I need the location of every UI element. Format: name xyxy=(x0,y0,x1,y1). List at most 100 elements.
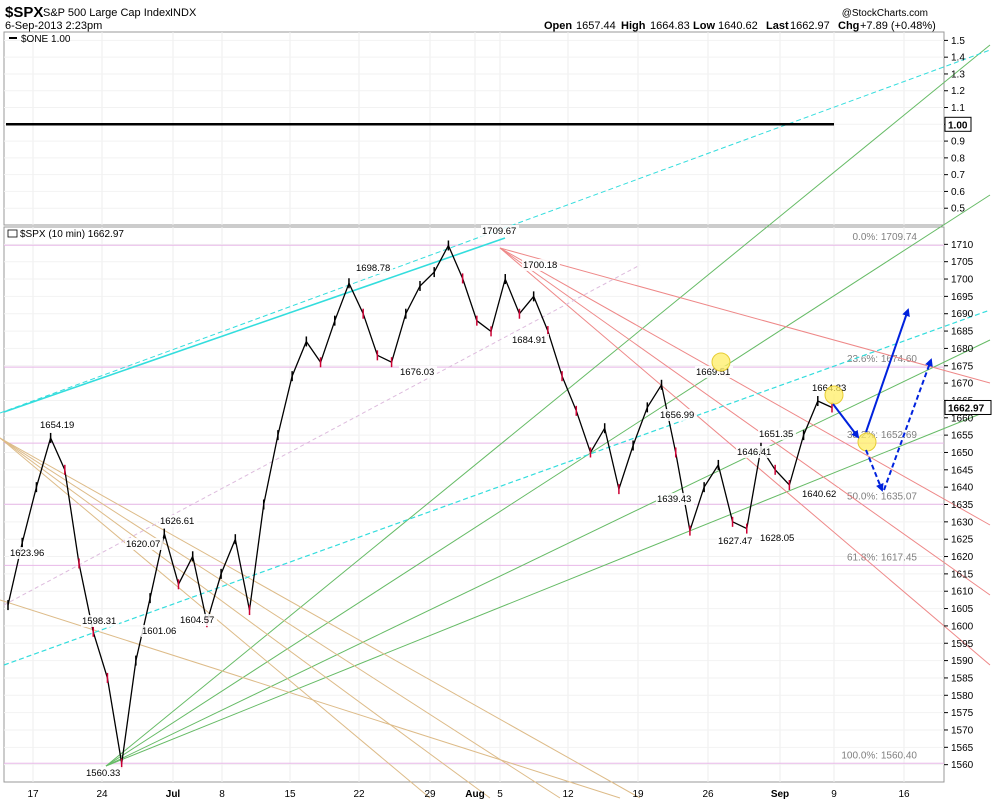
annotation-bg xyxy=(81,615,119,627)
fib-label: 38.2%: 1652.69 xyxy=(847,430,917,441)
annotation-bg xyxy=(141,625,179,637)
main-y-tick-label: 1615 xyxy=(951,569,974,580)
x-tick-label: 9 xyxy=(831,789,837,800)
price-annotation: 1684.91 xyxy=(512,335,546,346)
fib-label: 100.0%: 1560.40 xyxy=(841,750,917,761)
main-y-tick-label: 1640 xyxy=(951,483,974,494)
x-tick-label: 29 xyxy=(424,789,436,800)
pink-dashed-line xyxy=(3,264,641,606)
last-value: 1662.97 xyxy=(790,20,830,32)
main-y-tick-label: 1685 xyxy=(951,327,974,338)
gridlines xyxy=(4,32,944,782)
price-annotation: 1626.61 xyxy=(160,516,194,527)
main-y-tick-label: 1580 xyxy=(951,691,974,702)
annotation-bg xyxy=(659,409,697,421)
annotation-bg xyxy=(759,532,797,544)
main-y-tick-label: 1675 xyxy=(951,361,974,372)
x-axis: 17 24 Jul 8 15 22 29 Aug 5 12 19 26 Sep 9 16 xyxy=(27,789,910,800)
price-annotation: 1669.51 xyxy=(696,367,730,378)
main-y-tick-label: 1710 xyxy=(951,240,974,251)
annotation-bg xyxy=(399,366,437,378)
main-last-badge xyxy=(944,399,992,415)
upper-y-tick-label: 0.6 xyxy=(951,187,965,198)
low-label: Low xyxy=(693,20,715,32)
main-y-tick-label: 1605 xyxy=(951,604,974,615)
x-tick-label: Sep xyxy=(771,789,789,800)
upper-y-tick-label: 0.9 xyxy=(951,137,965,148)
main-y-tick-label: 1660 xyxy=(951,413,974,424)
main-legend-label: $SPX (10 min) 1662.97 xyxy=(20,229,124,240)
green-fan-line xyxy=(105,409,991,767)
upper-y-tick-label: 1.2 xyxy=(951,86,965,97)
annotation-bg xyxy=(717,535,755,547)
security-name: S&P 500 Large Cap Index xyxy=(43,7,171,19)
main-y-tick-label: 1650 xyxy=(951,448,974,459)
arrow-up-dashed xyxy=(883,358,933,491)
price-annotation: 1601.06 xyxy=(142,626,176,637)
annotation-bg xyxy=(801,488,839,500)
main-y-tick-label: 1590 xyxy=(951,656,974,667)
x-tick-label: 19 xyxy=(632,789,644,800)
price-series xyxy=(7,240,833,769)
main-y-tick-label: 1670 xyxy=(951,379,974,390)
annotation-bg xyxy=(355,262,393,274)
upper-y-tick-label: 1.5 xyxy=(951,36,965,47)
open-value: 1657.44 xyxy=(576,20,616,32)
annotation-bg xyxy=(522,259,560,271)
arrow-up-solid xyxy=(865,308,910,433)
main-y-tick-label: 1695 xyxy=(951,292,974,303)
tan-fan-line xyxy=(0,437,561,799)
arrow-down-dashed xyxy=(865,449,884,492)
fib-label: 0.0%: 1709.74 xyxy=(853,232,918,243)
upper-y-tick-label: 1.1 xyxy=(951,103,965,114)
main-legend: $SPX (10 min) 1662.97 xyxy=(7,229,124,240)
price-annotation: 1709.67 xyxy=(482,226,516,237)
price-annotation: 1639.43 xyxy=(657,494,691,505)
tan-fan-line xyxy=(0,437,641,799)
x-tick-label: 24 xyxy=(96,789,108,800)
annotation-bg xyxy=(85,767,123,779)
price-annotation: 1640.62 xyxy=(802,489,836,500)
main-y-tick-label: 1635 xyxy=(951,500,974,511)
upper-legend-label: $ONE 1.00 xyxy=(21,34,71,45)
candle-legend-icon xyxy=(7,229,18,238)
x-tick-label: 16 xyxy=(898,789,910,800)
main-y-tick-label: 1570 xyxy=(951,725,974,736)
high-value: 1664.83 xyxy=(650,20,690,32)
x-tick-label: 15 xyxy=(284,789,296,800)
green-fan-line xyxy=(105,44,991,767)
fib-label: 23.6%: 1674.60 xyxy=(847,354,917,365)
x-tick-label: 26 xyxy=(702,789,714,800)
main-y-tick-label: 1595 xyxy=(951,639,974,650)
price-annotation: 1700.18 xyxy=(523,260,557,271)
annotation-bg xyxy=(758,428,796,440)
price-annotation: 1654.19 xyxy=(40,420,74,431)
main-y-tick-label: 1705 xyxy=(951,257,974,268)
high-label: High xyxy=(621,20,646,32)
main-y-tick-label: 1690 xyxy=(951,309,974,320)
price-annotation: 1623.96 xyxy=(10,548,44,559)
main-y-tick-label: 1600 xyxy=(951,621,974,632)
main-y-tick-label: 1560 xyxy=(951,760,974,771)
low-value: 1640.62 xyxy=(718,20,758,32)
upper-panel-frame xyxy=(3,31,945,226)
salmon-fan-line xyxy=(499,247,991,384)
annotation-bg xyxy=(656,493,694,505)
trend-fan-lines xyxy=(0,44,991,799)
highlight-circle xyxy=(857,432,877,452)
quote-summary: Open 1657.44 High 1664.83 Low 1640.62 La… xyxy=(544,20,936,32)
price-annotation: 1627.47 xyxy=(718,536,752,547)
fibonacci-levels: 0.0%: 1709.74 23.6%: 1674.60 38.2%: 1652.6… xyxy=(4,232,944,764)
tan-fan-line xyxy=(0,437,491,799)
main-y-tick-label: 1645 xyxy=(951,465,974,476)
salmon-fan-line xyxy=(499,247,991,596)
price-annotation: 1646.41 xyxy=(737,447,771,458)
annotation-bg xyxy=(125,538,163,550)
last-label: Last xyxy=(766,20,789,32)
x-tick-label: 22 xyxy=(353,789,365,800)
x-tick-label: 12 xyxy=(562,789,574,800)
price-annotation: 1651.35 xyxy=(759,429,793,440)
chg-value: +7.89 (+0.48%) xyxy=(860,20,936,32)
price-annotation: 1656.99 xyxy=(660,410,694,421)
